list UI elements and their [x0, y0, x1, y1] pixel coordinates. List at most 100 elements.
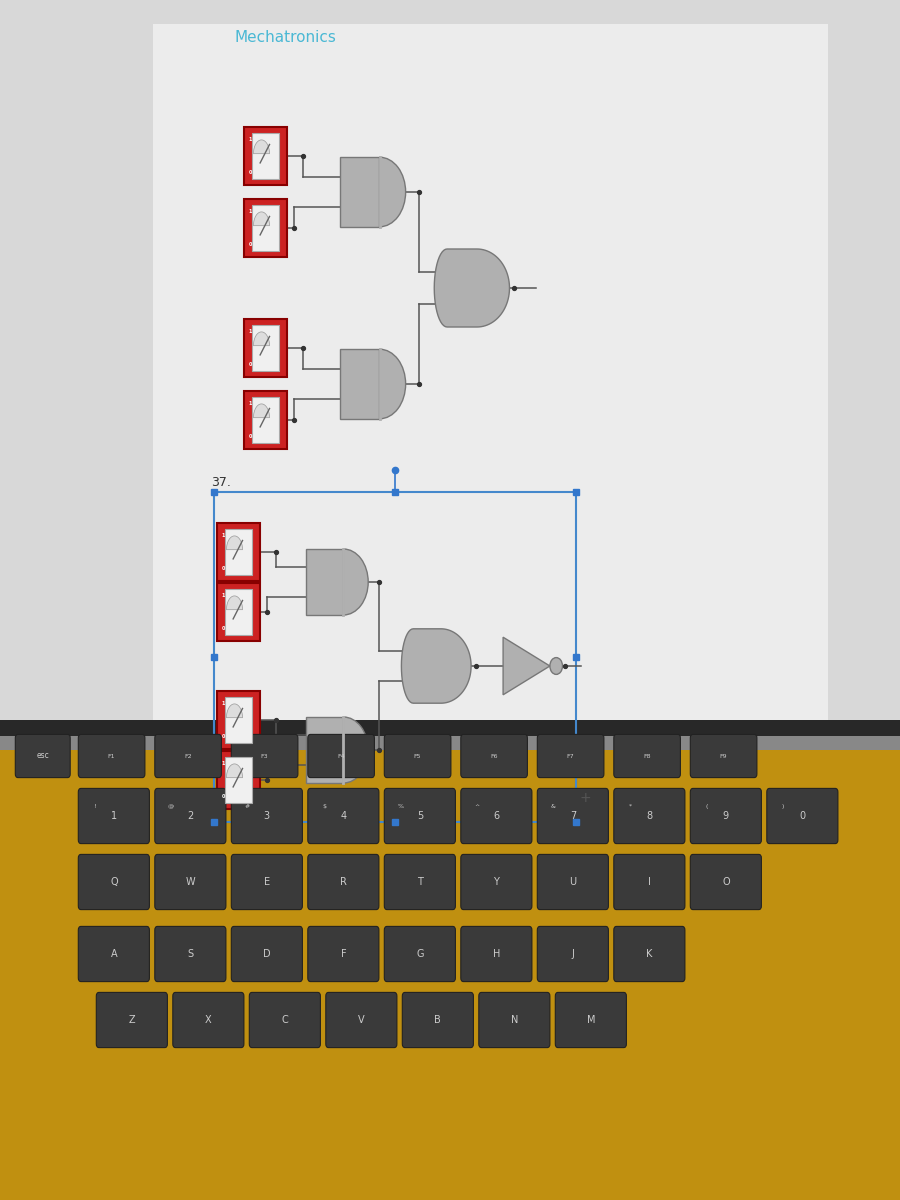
Polygon shape: [227, 596, 242, 610]
FancyBboxPatch shape: [231, 734, 298, 778]
Text: 1: 1: [248, 209, 252, 215]
Text: X: X: [205, 1015, 212, 1025]
FancyBboxPatch shape: [690, 788, 761, 844]
FancyBboxPatch shape: [690, 854, 761, 910]
FancyBboxPatch shape: [555, 992, 626, 1048]
FancyBboxPatch shape: [537, 788, 608, 844]
FancyBboxPatch shape: [78, 926, 149, 982]
Text: 0: 0: [221, 625, 225, 631]
Text: s #1 (4).docx: s #1 (4).docx: [162, 738, 213, 748]
Text: I: I: [648, 877, 651, 887]
Text: 1: 1: [221, 701, 225, 707]
Text: 8: 8: [646, 811, 652, 821]
Text: U: U: [570, 877, 576, 887]
Bar: [340, 349, 380, 419]
Text: +: +: [580, 791, 590, 805]
Text: S: S: [187, 949, 194, 959]
Text: (: (: [706, 804, 707, 809]
Text: A: A: [111, 949, 117, 959]
FancyBboxPatch shape: [225, 757, 252, 803]
FancyBboxPatch shape: [614, 788, 685, 844]
FancyBboxPatch shape: [244, 199, 287, 257]
Text: Y: Y: [493, 877, 500, 887]
Text: B: B: [435, 1015, 441, 1025]
Text: F6: F6: [491, 754, 498, 758]
Bar: [306, 718, 344, 784]
FancyBboxPatch shape: [173, 992, 244, 1048]
Text: F1: F1: [108, 754, 115, 758]
Text: 1: 1: [221, 593, 225, 599]
FancyBboxPatch shape: [217, 523, 260, 581]
Circle shape: [550, 658, 562, 674]
Bar: [0, 736, 900, 750]
Text: F5: F5: [414, 754, 421, 758]
Text: 9: 9: [723, 811, 729, 821]
FancyBboxPatch shape: [767, 788, 838, 844]
Text: 0: 0: [221, 793, 225, 799]
Wedge shape: [344, 716, 368, 784]
Text: F: F: [340, 949, 346, 959]
Text: E: E: [264, 877, 270, 887]
FancyBboxPatch shape: [78, 854, 149, 910]
FancyBboxPatch shape: [308, 854, 379, 910]
Wedge shape: [380, 349, 406, 419]
FancyBboxPatch shape: [244, 391, 287, 449]
Text: ): ): [782, 804, 784, 809]
Polygon shape: [227, 764, 242, 778]
FancyBboxPatch shape: [326, 992, 397, 1048]
Text: K: K: [646, 949, 652, 959]
Text: 0: 0: [248, 169, 252, 175]
Text: $: $: [322, 804, 326, 809]
Polygon shape: [401, 629, 471, 703]
Text: F3: F3: [261, 754, 268, 758]
Polygon shape: [503, 637, 550, 695]
Text: *: *: [628, 804, 632, 809]
Text: ^: ^: [474, 804, 480, 809]
Text: 1: 1: [248, 329, 252, 335]
FancyBboxPatch shape: [231, 854, 302, 910]
FancyBboxPatch shape: [15, 734, 70, 778]
Text: V: V: [358, 1015, 365, 1025]
FancyBboxPatch shape: [155, 854, 226, 910]
Polygon shape: [254, 140, 269, 154]
Text: F4: F4: [338, 754, 345, 758]
FancyBboxPatch shape: [244, 127, 287, 185]
FancyBboxPatch shape: [537, 734, 604, 778]
FancyBboxPatch shape: [308, 734, 374, 778]
Text: F8: F8: [644, 754, 651, 758]
FancyBboxPatch shape: [308, 926, 379, 982]
FancyBboxPatch shape: [690, 734, 757, 778]
Text: 1: 1: [221, 533, 225, 539]
FancyBboxPatch shape: [155, 734, 221, 778]
Text: 7: 7: [570, 811, 576, 821]
FancyBboxPatch shape: [78, 734, 145, 778]
Text: G: G: [416, 949, 424, 959]
FancyBboxPatch shape: [252, 205, 279, 251]
Text: !: !: [94, 804, 95, 809]
Text: 4: 4: [340, 811, 346, 821]
FancyBboxPatch shape: [537, 926, 608, 982]
Text: J: J: [572, 949, 574, 959]
Text: 37.: 37.: [212, 476, 231, 490]
Text: Q: Q: [110, 877, 118, 887]
Text: 1: 1: [221, 761, 225, 767]
Polygon shape: [227, 536, 242, 550]
Text: 1: 1: [111, 811, 117, 821]
FancyBboxPatch shape: [231, 926, 302, 982]
Text: W: W: [185, 877, 195, 887]
FancyBboxPatch shape: [0, 0, 900, 744]
FancyBboxPatch shape: [225, 697, 252, 743]
Polygon shape: [254, 332, 269, 346]
FancyBboxPatch shape: [479, 992, 550, 1048]
Text: D: D: [263, 949, 271, 959]
Text: 3: 3: [264, 811, 270, 821]
Text: 0: 0: [248, 361, 252, 367]
FancyBboxPatch shape: [614, 926, 685, 982]
FancyBboxPatch shape: [461, 854, 532, 910]
Text: esc: esc: [36, 751, 50, 761]
FancyBboxPatch shape: [153, 24, 828, 732]
Polygon shape: [227, 704, 242, 718]
Text: F7: F7: [567, 754, 574, 758]
Text: F2: F2: [184, 754, 192, 758]
FancyBboxPatch shape: [402, 992, 473, 1048]
